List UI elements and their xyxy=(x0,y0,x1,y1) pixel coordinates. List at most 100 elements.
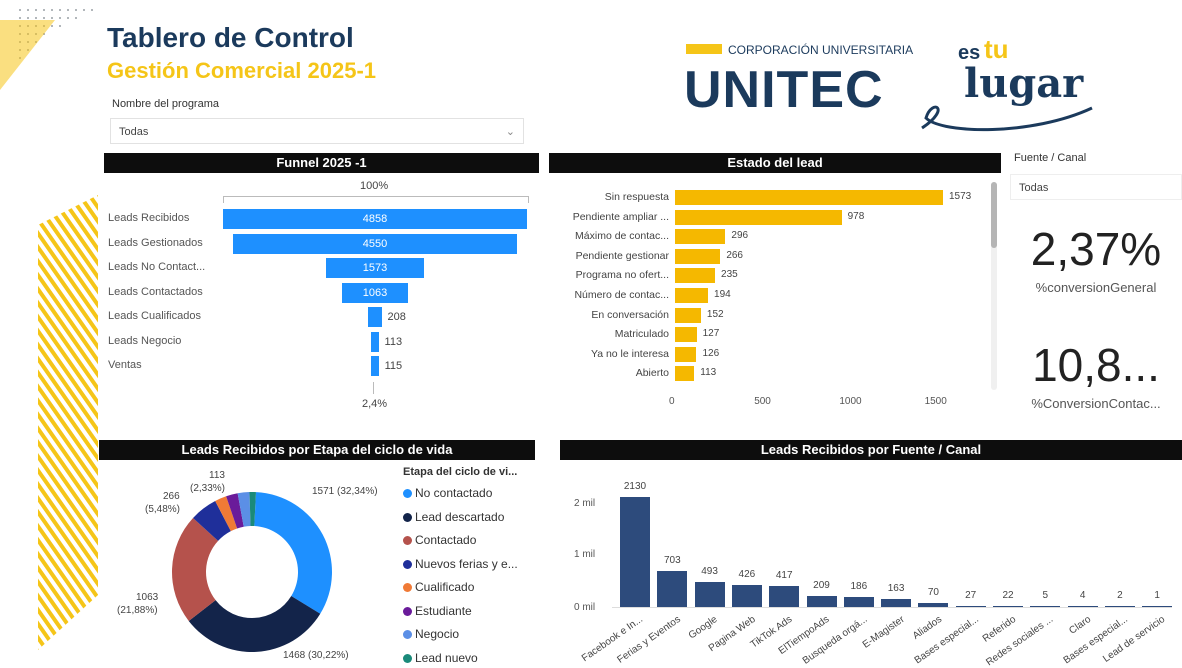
fuente-bar xyxy=(806,596,837,607)
donut-label-cualificado-pct: (2,33%) xyxy=(190,483,226,494)
logo-slogan-tu: tu xyxy=(984,34,1009,64)
fuente-bar xyxy=(843,597,874,607)
estado-value: 296 xyxy=(731,230,749,242)
funnel-top-pct: 100% xyxy=(360,180,389,192)
legend-dot-icon xyxy=(403,583,412,592)
estado-label: Pendiente gestionar xyxy=(575,249,669,262)
funnel-bottom-tick xyxy=(373,382,374,394)
fuente-bar xyxy=(1104,606,1135,607)
left-stripes-decoration xyxy=(38,195,98,650)
estado-value: 127 xyxy=(702,328,720,340)
legend-item: Estudiante xyxy=(403,604,472,618)
fuente-bar-value: 27 xyxy=(965,589,977,601)
legend-dot-icon xyxy=(403,606,412,616)
estado-xtick: 0 xyxy=(669,396,675,407)
estado-bar xyxy=(675,307,701,323)
fuente-dropdown-value: Todas xyxy=(1019,182,1049,194)
fuente-bar-value: 186 xyxy=(850,581,868,593)
estado-scrollbar[interactable] xyxy=(991,182,997,390)
legend-dot-icon xyxy=(403,489,412,498)
legend-item: Negocio xyxy=(403,627,459,641)
fuente-category-label: Bases especial... xyxy=(912,614,982,667)
logo-yellow-bar xyxy=(686,44,722,54)
funnel-bar-value: 4550 xyxy=(362,237,388,250)
legend-item: Contactado xyxy=(403,533,476,547)
estado-xtick: 1500 xyxy=(924,396,947,407)
legend-label: No contactado xyxy=(415,486,493,500)
logo-slogan-es: es xyxy=(958,42,981,64)
donut-slice xyxy=(237,492,251,527)
logo-corp-text: CORPORACIÓN UNIVERSITARIA xyxy=(728,43,914,57)
fuente-dropdown[interactable]: Todas xyxy=(1010,174,1182,200)
legend-item: Nuevos ferias y e... xyxy=(403,557,518,571)
legend-label: Contactado xyxy=(415,533,477,547)
programa-dropdown-value: Todas xyxy=(119,126,149,138)
fuente-ytick-1mil: 1 mil xyxy=(574,549,596,560)
estado-value: 113 xyxy=(700,367,717,379)
fuente-bar-value: 22 xyxy=(1002,589,1014,601)
fuente-category-label: Claro xyxy=(1067,614,1093,637)
funnel-stage-label: Leads Contactados xyxy=(108,285,203,298)
estado-bar xyxy=(675,268,716,284)
ciclo-donut-chart xyxy=(172,492,332,652)
kpi-conversion-contactados-value: 10,8... xyxy=(1032,339,1160,391)
funnel-bottom-pct: 2,4% xyxy=(362,398,388,410)
fuente-bar-value: 4 xyxy=(1079,590,1086,601)
estado-value: 235 xyxy=(721,269,738,281)
fuente-bar xyxy=(1067,606,1098,607)
legend-dot-icon xyxy=(403,536,412,545)
estado-bar xyxy=(675,288,709,303)
estado-bar xyxy=(675,327,697,343)
estado-label: En conversación xyxy=(591,308,669,321)
fuente-bar-value: 209 xyxy=(813,580,830,592)
donut-slice xyxy=(249,492,256,527)
legend-label: Negocio xyxy=(415,627,460,641)
fuente-bar-value: 163 xyxy=(887,582,905,594)
legend-item: Lead nuevo xyxy=(403,651,478,665)
fuente-category-label: Bases especial... xyxy=(1061,614,1131,667)
fuente-bar xyxy=(993,605,1023,607)
donut-slice xyxy=(215,496,238,532)
estado-label: Sin respuesta xyxy=(604,191,669,203)
legend-dot-icon xyxy=(403,512,412,522)
estado-label: Máximo de contac... xyxy=(575,230,669,243)
donut-slice xyxy=(193,500,231,541)
fuente-bar-value: 2130 xyxy=(623,481,647,493)
fuente-ytick-2mil: 2 mil xyxy=(574,498,596,509)
funnel-top-bracket xyxy=(223,196,529,203)
donut-slice xyxy=(188,596,321,652)
fuente-bar xyxy=(731,585,762,607)
estado-value: 152 xyxy=(706,308,724,320)
funnel-bar xyxy=(371,331,379,352)
fuente-category-label: Google xyxy=(687,614,720,642)
fuente-bar xyxy=(918,603,949,607)
fuente-bar xyxy=(1142,606,1173,607)
funnel-panel-header: Funnel 2025 -1 xyxy=(104,153,539,173)
fuente-category-label: Facebook e In... xyxy=(580,614,646,665)
donut-label-contactado-pct: (21,88%) xyxy=(117,605,158,616)
unitec-logo: CORPORACIÓN UNIVERSITARIA UNITEC es tu l… xyxy=(682,34,1102,138)
estado-value: 978 xyxy=(847,210,865,222)
kpi-conversion-general-label: %conversionGeneral xyxy=(1035,280,1157,295)
fuente-bar xyxy=(657,570,688,607)
estado-label: Abierto xyxy=(635,367,669,380)
fuente-bar-value: 493 xyxy=(701,565,718,577)
fuente-bar-value: 1 xyxy=(1154,590,1160,601)
estado-xtick: 500 xyxy=(754,396,771,407)
programa-dropdown[interactable]: Todas ⌄ xyxy=(110,118,524,144)
estado-scrollbar-thumb[interactable] xyxy=(991,182,997,248)
legend-dot-icon xyxy=(403,630,412,639)
legend-label: Lead descartado xyxy=(415,509,505,524)
estado-value: 194 xyxy=(714,289,731,300)
estado-label: Pendiente ampliar ... xyxy=(572,210,669,223)
donut-slice xyxy=(254,492,332,614)
legend-dot-icon xyxy=(403,559,412,569)
fuente-bar xyxy=(769,585,800,607)
legend-item: Lead descartado xyxy=(403,510,504,524)
funnel-bar-value: 1573 xyxy=(362,262,388,274)
legend-item: No contactado xyxy=(403,486,492,500)
fuente-bar-value: 5 xyxy=(1042,590,1049,601)
estado-bar xyxy=(675,209,842,225)
estado-panel-header: Estado del lead xyxy=(549,153,1001,173)
programa-filter-label: Nombre del programa xyxy=(112,98,219,110)
